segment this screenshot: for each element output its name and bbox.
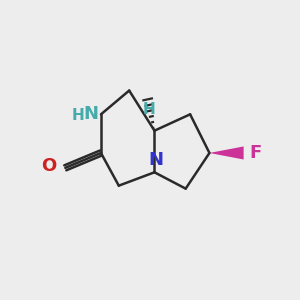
Text: H: H — [72, 108, 85, 123]
Text: H: H — [142, 102, 155, 117]
Text: N: N — [148, 151, 164, 169]
Text: N: N — [83, 105, 98, 123]
Text: O: O — [41, 157, 56, 175]
Polygon shape — [209, 146, 244, 160]
Text: F: F — [250, 144, 262, 162]
